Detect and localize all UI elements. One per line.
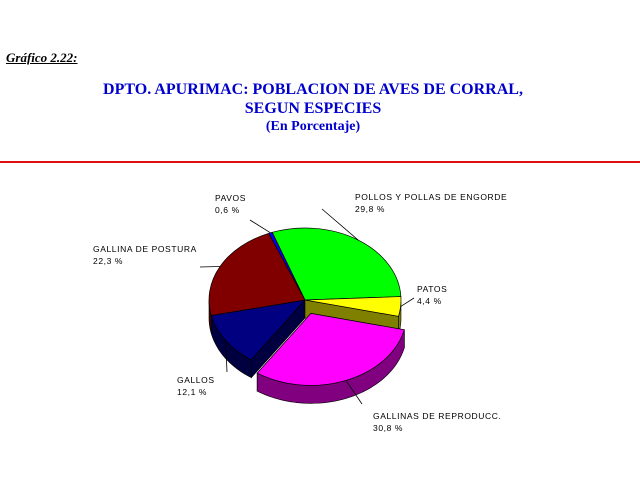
slice-value-label-0: 29,8 % xyxy=(355,204,385,214)
slice-value-label-4: 22,3 % xyxy=(93,256,123,266)
pie-leaders xyxy=(199,208,415,405)
chart-title-line-1: DPTO. APURIMAC: POBLACION DE AVES DE COR… xyxy=(103,81,523,98)
slice-label-5: PAVOS xyxy=(215,193,246,203)
slice-2 xyxy=(256,313,405,386)
chart-title: DPTO. APURIMAC: POBLACION DE AVES DE COR… xyxy=(0,80,626,136)
leader-line-3 xyxy=(225,340,228,373)
leader-line-5 xyxy=(249,219,271,234)
pie-labels: POLLOS Y POLLAS DE ENGORDE 29,8 % PATOS 4,4… xyxy=(93,192,507,433)
slice-value-label-1: 4,4 % xyxy=(417,296,442,306)
slice-label-4: GALLINA DE POSTURA xyxy=(93,244,197,254)
slice-label-3: GALLOS xyxy=(177,375,215,385)
chart-subtitle: (En Porcentaje) xyxy=(265,119,361,134)
slice-label-2: GALLINAS DE REPRODUCC. xyxy=(373,411,501,421)
slice-label-0: POLLOS Y POLLAS DE ENGORDE xyxy=(355,192,507,202)
pie-tops xyxy=(208,227,405,386)
slice-3 xyxy=(210,299,306,361)
figure-label: Gráfico 2.22: xyxy=(6,50,78,65)
leader-line-1 xyxy=(400,297,415,307)
slice-value-label-5: 0,6 % xyxy=(215,205,240,215)
leader-line-0 xyxy=(321,208,359,241)
chart-title-line-2: SEGUN ESPECIES xyxy=(244,100,382,117)
slice-value-label-3: 12,1 % xyxy=(177,387,207,397)
slice-4 xyxy=(208,232,306,316)
slice-label-1: PATOS xyxy=(417,284,447,294)
slice-value-label-2: 30,8 % xyxy=(373,423,403,433)
leader-line-2 xyxy=(345,380,363,405)
divider-line xyxy=(0,161,640,163)
slice-5 xyxy=(268,231,306,301)
